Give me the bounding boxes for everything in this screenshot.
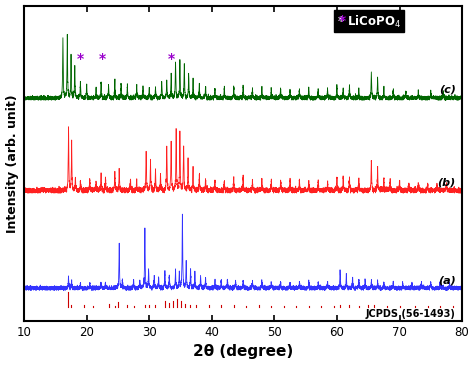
Text: (b): (b) — [437, 177, 456, 188]
Text: * LiCoPO$_4$: * LiCoPO$_4$ — [337, 14, 401, 30]
Text: JCPDS (56-1493): JCPDS (56-1493) — [366, 309, 456, 319]
Text: *: * — [77, 52, 84, 66]
Text: *: * — [99, 52, 106, 66]
Text: *: * — [168, 52, 175, 66]
Y-axis label: Intensity (arb. unit): Intensity (arb. unit) — [6, 94, 19, 233]
Text: (a): (a) — [438, 275, 456, 285]
Text: (c): (c) — [439, 85, 456, 95]
X-axis label: 2θ (degree): 2θ (degree) — [193, 345, 293, 360]
Text: *: * — [339, 14, 346, 28]
